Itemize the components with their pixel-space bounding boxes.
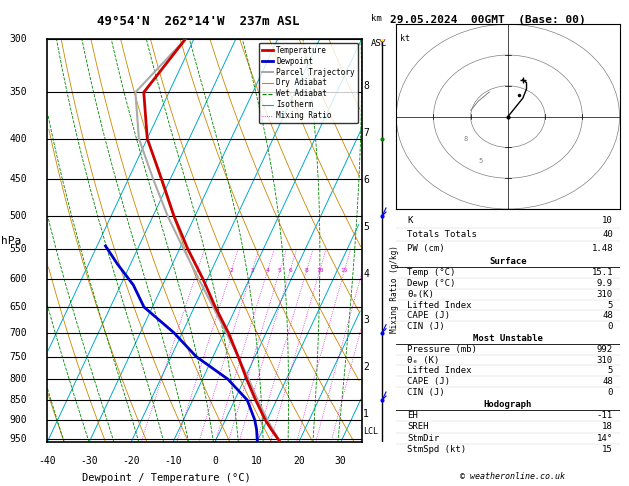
Text: 850: 850 <box>9 395 26 405</box>
Text: 4: 4 <box>363 269 369 278</box>
Text: -10: -10 <box>164 456 182 467</box>
Text: 5: 5 <box>278 268 282 273</box>
Text: 400: 400 <box>9 134 26 144</box>
Text: 2: 2 <box>363 362 369 372</box>
Text: 5: 5 <box>608 366 613 375</box>
Text: 310: 310 <box>597 356 613 364</box>
Text: 310: 310 <box>597 290 613 299</box>
Text: θₑ (K): θₑ (K) <box>408 356 440 364</box>
Text: 0: 0 <box>608 322 613 331</box>
Text: 950: 950 <box>9 434 26 444</box>
Text: 8: 8 <box>305 268 309 273</box>
Text: 450: 450 <box>9 174 26 185</box>
Text: StmSpd (kt): StmSpd (kt) <box>408 445 467 454</box>
Text: 6: 6 <box>288 268 292 273</box>
Text: 10: 10 <box>602 216 613 225</box>
Text: 650: 650 <box>9 302 26 312</box>
Text: Pressure (mb): Pressure (mb) <box>408 345 477 354</box>
Text: 40: 40 <box>602 230 613 239</box>
Text: ASL: ASL <box>371 39 387 48</box>
Text: 5: 5 <box>478 158 482 164</box>
Text: 700: 700 <box>9 328 26 338</box>
Text: 600: 600 <box>9 274 26 284</box>
Text: -20: -20 <box>122 456 140 467</box>
Text: LCL: LCL <box>363 427 378 436</box>
Text: 15: 15 <box>341 268 348 273</box>
Text: 900: 900 <box>9 415 26 425</box>
Text: -40: -40 <box>38 456 56 467</box>
Text: StmDir: StmDir <box>408 434 440 443</box>
Text: 800: 800 <box>9 374 26 384</box>
Text: Dewp (°C): Dewp (°C) <box>408 279 456 288</box>
Text: 3: 3 <box>250 268 254 273</box>
Text: 6: 6 <box>363 175 369 185</box>
Text: 48: 48 <box>602 312 613 320</box>
Text: -30: -30 <box>81 456 98 467</box>
Text: 9.9: 9.9 <box>597 279 613 288</box>
Text: SREH: SREH <box>408 422 429 432</box>
Legend: Temperature, Dewpoint, Parcel Trajectory, Dry Adiabat, Wet Adiabat, Isotherm, Mi: Temperature, Dewpoint, Parcel Trajectory… <box>259 43 358 123</box>
Text: 1: 1 <box>363 409 369 419</box>
Text: Lifted Index: Lifted Index <box>408 300 472 310</box>
Text: CAPE (J): CAPE (J) <box>408 312 450 320</box>
Text: K: K <box>408 216 413 225</box>
Text: EH: EH <box>408 411 418 420</box>
Text: 3: 3 <box>363 315 369 326</box>
Text: 20: 20 <box>293 456 304 467</box>
Text: θₑ(K): θₑ(K) <box>408 290 434 299</box>
Text: 18: 18 <box>602 422 613 432</box>
Text: 48: 48 <box>602 377 613 386</box>
Text: Dewpoint / Temperature (°C): Dewpoint / Temperature (°C) <box>82 472 251 483</box>
Text: 500: 500 <box>9 211 26 221</box>
Text: 350: 350 <box>9 87 26 97</box>
Text: 8: 8 <box>363 81 369 91</box>
Text: CIN (J): CIN (J) <box>408 388 445 397</box>
Text: 7: 7 <box>363 128 369 138</box>
Text: hPa: hPa <box>1 236 21 245</box>
Text: 0: 0 <box>212 456 218 467</box>
Text: Totals Totals: Totals Totals <box>408 230 477 239</box>
Text: PW (cm): PW (cm) <box>408 244 445 253</box>
Text: 750: 750 <box>9 352 26 362</box>
Text: 8: 8 <box>463 136 467 142</box>
Text: Surface: Surface <box>489 258 526 266</box>
Text: 300: 300 <box>9 34 26 44</box>
Text: 30: 30 <box>335 456 347 467</box>
Text: 5: 5 <box>363 222 369 232</box>
Text: CIN (J): CIN (J) <box>408 322 445 331</box>
Text: Mixing Ratio (g/kg): Mixing Ratio (g/kg) <box>390 245 399 333</box>
Text: © weatheronline.co.uk: © weatheronline.co.uk <box>460 472 565 481</box>
Text: kt: kt <box>400 34 410 43</box>
Text: 0: 0 <box>608 388 613 397</box>
Text: 550: 550 <box>9 244 26 254</box>
Text: 14°: 14° <box>597 434 613 443</box>
Text: 15: 15 <box>602 445 613 454</box>
Text: 10: 10 <box>251 456 263 467</box>
Text: 10: 10 <box>316 268 323 273</box>
Text: 4: 4 <box>265 268 269 273</box>
Text: Most Unstable: Most Unstable <box>473 334 543 343</box>
Text: 49°54'N  262°14'W  237m ASL: 49°54'N 262°14'W 237m ASL <box>97 15 300 28</box>
Text: CAPE (J): CAPE (J) <box>408 377 450 386</box>
Text: 5: 5 <box>608 300 613 310</box>
Text: Hodograph: Hodograph <box>484 400 532 409</box>
Text: -11: -11 <box>597 411 613 420</box>
Text: 992: 992 <box>597 345 613 354</box>
Text: Temp (°C): Temp (°C) <box>408 268 456 277</box>
Text: 1: 1 <box>196 268 199 273</box>
Text: 15.1: 15.1 <box>591 268 613 277</box>
Text: 1.48: 1.48 <box>591 244 613 253</box>
Text: 29.05.2024  00GMT  (Base: 00): 29.05.2024 00GMT (Base: 00) <box>390 15 586 25</box>
Text: km: km <box>371 14 382 23</box>
Text: 2: 2 <box>230 268 233 273</box>
Text: Lifted Index: Lifted Index <box>408 366 472 375</box>
